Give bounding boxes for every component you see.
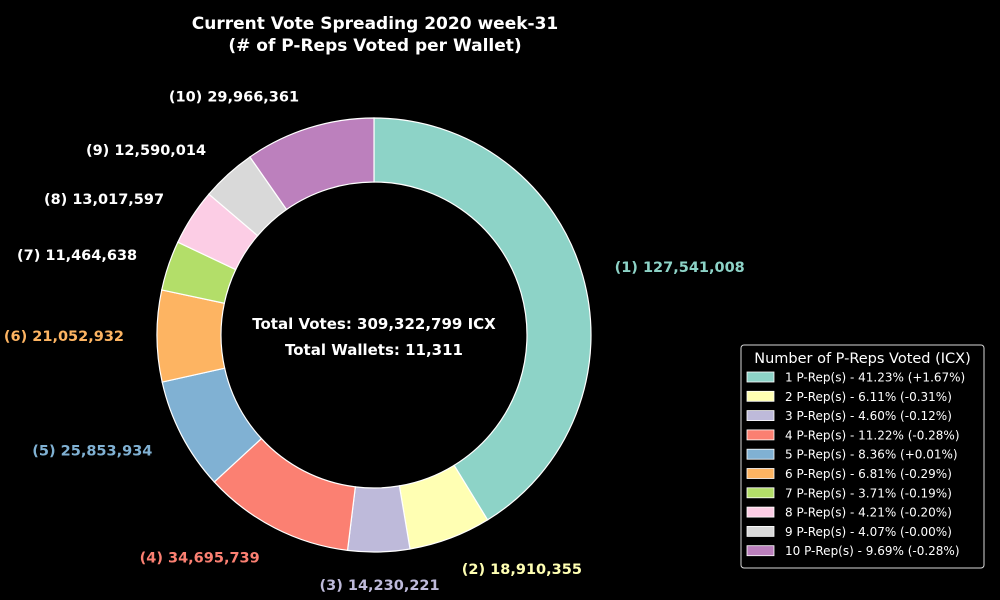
legend-frame — [740, 344, 985, 569]
donut-slice-1 — [373, 117, 592, 521]
slice-label-5: (5) 25,853,934 — [32, 444, 152, 460]
legend-items: 1 P-Rep(s) - 41.23% (+1.67%) 2 P-Rep(s) -… — [746, 371, 965, 558]
legend-swatch-1 — [746, 371, 775, 383]
legend-item-10: 10 P-Rep(s) - 9.69% (-0.28%) — [785, 544, 960, 558]
legend: Number of P-Reps Voted (ICX) 1 P-Rep(s) … — [740, 344, 985, 569]
slice-label-8: (8) 13,017,597 — [44, 192, 164, 208]
legend-item-3: 3 P-Rep(s) - 4.60% (-0.12%) — [785, 409, 952, 423]
legend-swatch-10 — [746, 545, 775, 557]
slice-labels: (1) 127,541,008 (2) 18,910,355 (3) 14,230,… — [4, 89, 745, 593]
legend-swatch-3 — [746, 410, 775, 422]
legend-swatch-7 — [746, 487, 775, 499]
legend-item-4: 4 P-Rep(s) - 11.22% (-0.28%) — [785, 428, 960, 442]
legend-item-2: 2 P-Rep(s) - 6.11% (-0.31%) — [785, 390, 952, 404]
slice-label-4: (4) 34,695,739 — [140, 550, 260, 566]
legend-swatch-2 — [746, 390, 775, 402]
legend-swatch-8 — [746, 506, 775, 518]
legend-swatch-9 — [746, 526, 775, 537]
slice-label-2: (2) 18,910,355 — [462, 562, 582, 578]
legend-item-7: 7 P-Rep(s) - 3.71% (-0.19%) — [785, 486, 952, 500]
donut-slice-10 — [249, 117, 375, 211]
center-total-votes: Total Votes: 309,322,799 ICX — [252, 315, 496, 333]
slice-label-1: (1) 127,541,008 — [615, 260, 745, 276]
legend-swatch-4 — [746, 429, 775, 441]
chart-title-line-2: (# of P-Reps Voted per Wallet) — [228, 36, 521, 56]
legend-item-6: 6 P-Rep(s) - 6.81% (-0.29%) — [785, 467, 952, 481]
center-total-wallets: Total Wallets: 11,311 — [285, 341, 463, 359]
slice-label-10: (10) 29,966,361 — [169, 89, 299, 105]
donut-slice-3 — [346, 485, 411, 553]
legend-item-8: 8 P-Rep(s) - 4.21% (-0.20%) — [785, 506, 952, 520]
legend-swatch-6 — [746, 468, 775, 479]
legend-swatch-5 — [746, 448, 775, 460]
slice-label-7: (7) 11,464,638 — [17, 248, 137, 264]
chart-title-line-1: Current Vote Spreading 2020 week-31 — [192, 14, 559, 34]
legend-item-9: 9 P-Rep(s) - 4.07% (-0.00%) — [785, 525, 952, 539]
legend-item-5: 5 P-Rep(s) - 8.36% (+0.01%) — [785, 448, 958, 462]
slice-label-9: (9) 12,590,014 — [86, 143, 206, 159]
legend-item-1: 1 P-Rep(s) - 41.23% (+1.67%) — [785, 371, 965, 385]
legend-title: Number of P-Reps Voted (ICX) — [754, 351, 971, 367]
slice-label-3: (3) 14,230,221 — [319, 578, 439, 594]
donut-slice-6 — [156, 289, 226, 383]
donut-slices — [156, 117, 592, 553]
slice-label-6: (6) 21,052,932 — [4, 329, 124, 345]
